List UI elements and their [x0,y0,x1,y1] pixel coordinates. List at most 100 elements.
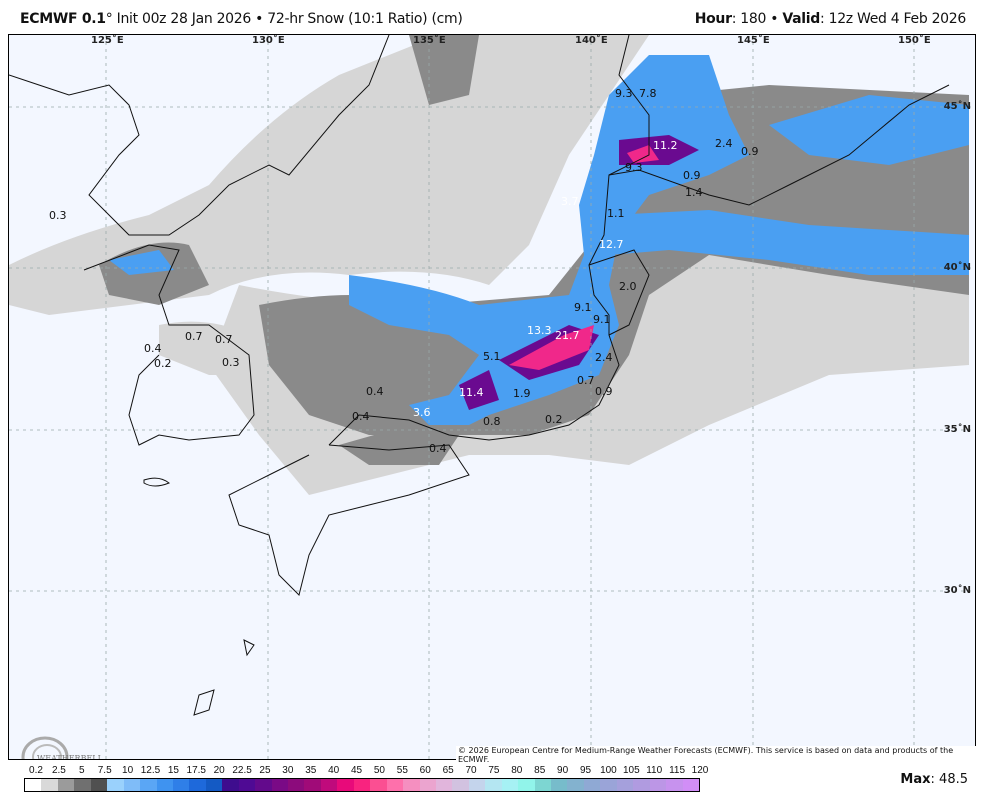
legend-color-cell [205,779,223,791]
legend-tick: 80 [511,765,523,776]
init-time: Init 00z 28 Jan 2026 [116,11,252,27]
point-value-label: 11.4 [459,386,484,399]
point-value-label: 1.1 [607,207,625,220]
lon-label: 150˚E [898,35,931,46]
legend-tick: 15 [167,765,179,776]
valid-label: Valid [782,11,821,27]
point-value-label: 0.2 [154,357,172,370]
legend-color-cell [337,779,354,791]
legend-color-cell [452,779,469,791]
legend-tick: 20 [213,765,225,776]
point-value-label: 0.8 [483,415,501,428]
point-value-label: 5.1 [483,350,501,363]
legend-color-cell [123,779,141,791]
point-value-label: 2.4 [715,137,733,150]
legend-tick: 85 [534,765,546,776]
legend-color-cell [271,779,288,791]
legend-color-cell [551,779,568,791]
legend-color-cell [41,779,58,791]
point-value-label: 2.4 [595,351,613,364]
legend-color-cell [633,779,650,791]
legend-tick: 10 [122,765,134,776]
legend-tick: 90 [557,765,569,776]
lat-label: 40˚N [943,262,971,273]
legend-tick: 50 [373,765,385,776]
snowfall-map: 125˚E 130˚E 135˚E 140˚E 145˚E 150˚E 45˚N… [8,34,976,760]
weatherbell-logo: WEATHERBELL [21,735,111,759]
legend-tick: 5 [79,765,85,776]
model-name: ECMWF 0.1 [20,11,106,27]
legend-color-cell [156,779,173,791]
point-value-label: 13.3 [527,324,552,337]
valid-info: Hour: 180 • Valid: 12z Wed 4 Feb 2026 [695,11,967,27]
point-value-label: 7.8 [639,87,657,100]
legend-color-cell [90,779,108,791]
legend-tick: 120 [691,765,709,776]
legend-tick: 110 [646,765,663,776]
legend-color-cell [534,779,551,791]
legend-color-cell [682,779,699,791]
legend-color-cell [649,779,667,791]
point-value-label: 0.4 [366,385,384,398]
legend-color-cell [353,779,371,791]
point-value-label: 12.7 [599,238,624,251]
max-label: Max [900,772,931,787]
legend-color-cell [600,779,617,791]
point-value-label: 0.4 [352,410,370,423]
point-value-label: 0.7 [215,333,233,346]
legend-color-cell [304,779,321,791]
point-value-label: 0.4 [144,342,162,355]
lon-label: 135˚E [413,35,446,46]
valid-value: : 12z Wed 4 Feb 2026 [820,11,966,27]
snow-magenta [509,145,659,370]
graticule [9,35,975,759]
legend-color-cell [370,779,387,791]
point-value-label: 1.4 [685,186,703,199]
degree-symbol: ° [105,11,113,27]
point-value-label: 3.7 [561,195,579,208]
map-canvas [9,35,975,759]
legend-color-cell [57,779,75,791]
lon-label: 145˚E [737,35,770,46]
legend-tick: 55 [396,765,408,776]
lon-label: 130˚E [252,35,285,46]
legend-tick: 100 [600,765,617,776]
legend-tick: 0.2 [29,765,43,776]
legend-color-cell [172,779,190,791]
legend-tick: 40 [328,765,340,776]
separator: • [770,11,779,27]
legend-tick: 2.5 [51,765,66,776]
legend-color-cell [666,779,683,791]
legend-color-cell [468,779,486,791]
point-value-label: 9.1 [574,301,592,314]
point-value-label: 0.7 [577,374,595,387]
legend-tick: 30 [282,765,294,776]
legend-tick: 22.5 [232,765,252,776]
point-value-label: 2.0 [619,280,637,293]
point-value-label: 0.9 [595,385,613,398]
legend-color-cell [107,779,124,791]
legend-color-cell [518,779,535,791]
legend-tick: 105 [622,765,640,776]
lat-label: 35˚N [943,424,971,435]
point-value-label: 0.9 [683,169,701,182]
point-value-label: 3.6 [413,406,431,419]
point-value-label: 0.4 [429,442,447,455]
legend-tick: 25 [259,765,271,776]
legend-color-cell [616,779,634,791]
coastlines [9,35,950,716]
legend-color-bar [24,778,700,792]
legend-color-cell [485,779,502,791]
max-number: : 48.5 [930,772,968,787]
legend-tick: 35 [305,765,317,776]
legend-tick: 95 [579,765,592,776]
lat-label: 30˚N [943,585,971,596]
lon-label: 125˚E [91,35,124,46]
legend-color-cell [583,779,601,791]
legend-tick: 115 [669,765,686,776]
legend-color-cell [320,779,338,791]
max-value: Max: 48.5 [900,772,968,787]
point-value-label: 0.3 [49,209,67,222]
legend-color-cell [140,779,157,791]
point-value-label: 0.7 [185,330,203,343]
